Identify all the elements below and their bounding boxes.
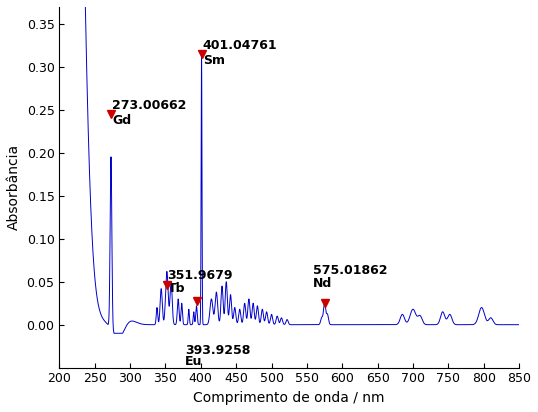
Text: Nd: Nd (313, 277, 332, 290)
X-axis label: Comprimento de onda / nm: Comprimento de onda / nm (194, 391, 385, 405)
Text: Sm: Sm (203, 54, 225, 67)
Text: Gd: Gd (112, 114, 131, 127)
Text: 393.9258: 393.9258 (185, 344, 251, 357)
Text: 273.00662: 273.00662 (112, 99, 187, 112)
Text: 351.9679: 351.9679 (167, 269, 233, 282)
Text: 575.01862: 575.01862 (313, 265, 387, 277)
Text: 401.04761: 401.04761 (203, 39, 278, 52)
Y-axis label: Absorbância: Absorbância (7, 144, 21, 230)
Text: Eu: Eu (185, 355, 203, 368)
Text: Tb: Tb (167, 282, 185, 295)
